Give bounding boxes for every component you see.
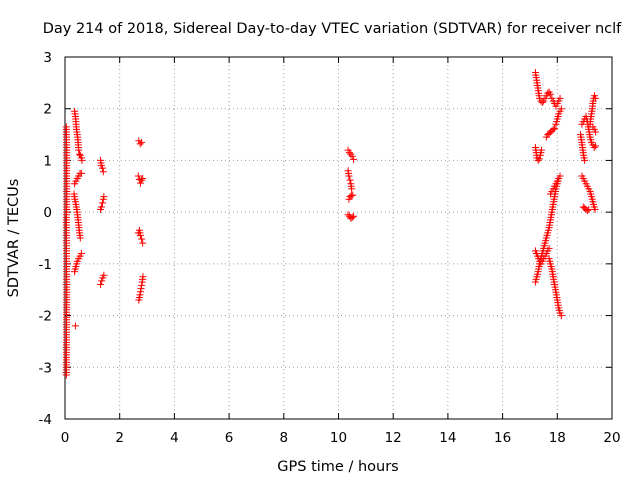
data-point (138, 138, 146, 146)
x-axis-label: GPS time / hours (277, 459, 398, 475)
data-point (537, 146, 545, 154)
data-point (100, 193, 108, 201)
data-point (583, 207, 591, 215)
data-point (538, 99, 546, 107)
data-point (98, 199, 106, 207)
data-point (97, 281, 105, 289)
data-point (97, 203, 105, 211)
y-tick-label: 1 (43, 153, 52, 169)
data-point (534, 156, 542, 164)
data-point (553, 177, 561, 185)
data-point (546, 90, 554, 98)
data-point (346, 176, 354, 184)
data-point (348, 213, 356, 221)
data-point (75, 150, 83, 158)
data-point (77, 250, 85, 258)
data-point (138, 235, 146, 243)
x-tick-label: 18 (549, 430, 566, 446)
data-point (585, 206, 593, 214)
data-point (556, 172, 564, 180)
data-point (71, 322, 79, 330)
data-point (592, 94, 600, 102)
data-point (592, 142, 600, 150)
y-tick-label: 3 (43, 50, 52, 66)
y-tick-label: 2 (43, 102, 52, 118)
x-axis: 0 2 4 6 8 10 12 14 16 18 20 (61, 57, 621, 446)
data-point (134, 172, 142, 180)
data-point (347, 192, 355, 200)
data-point (350, 155, 358, 163)
data-point (78, 156, 86, 164)
data-point (62, 371, 70, 379)
data-point (98, 164, 106, 172)
data-point (136, 231, 144, 239)
x-tick-label: 6 (225, 430, 234, 446)
x-tick-label: 2 (115, 430, 124, 446)
data-point (139, 239, 147, 247)
y-tick-label: -2 (39, 309, 52, 325)
data-point (535, 155, 543, 163)
data-point (76, 234, 84, 242)
grid-lines (65, 57, 612, 419)
data-point (556, 94, 564, 102)
data-point (348, 185, 356, 193)
data-point (345, 149, 353, 157)
x-tick-label: 12 (385, 430, 402, 446)
data-point (136, 179, 144, 187)
data-point (349, 191, 357, 199)
data-point (350, 212, 358, 220)
data-point (557, 105, 565, 113)
data-point (344, 211, 352, 219)
data-point (345, 172, 353, 180)
data-point (139, 175, 147, 183)
data-point (590, 144, 598, 151)
data-point (99, 168, 107, 176)
data-point (592, 128, 600, 136)
x-tick-label: 20 (603, 430, 620, 446)
x-tick-label: 14 (439, 430, 456, 446)
data-point (139, 273, 147, 281)
y-tick-label: -4 (39, 412, 52, 428)
data-point (348, 152, 356, 160)
data-point (551, 124, 559, 132)
data-point (138, 281, 146, 289)
data-point (77, 169, 85, 177)
x-tick-label: 16 (494, 430, 511, 446)
data-point (136, 291, 144, 299)
data-point (138, 176, 146, 184)
y-tick-label: -3 (39, 360, 52, 376)
y-axis-label: SDTVAR / TECUs (6, 179, 22, 298)
data-point (591, 206, 599, 214)
data-point (549, 125, 557, 133)
y-axis: -4 -3 -2 -1 0 1 2 3 (39, 50, 612, 428)
x-tick-label: 4 (170, 430, 179, 446)
data-point (75, 146, 83, 154)
y-tick-label: 0 (43, 205, 52, 221)
data-point (98, 277, 106, 285)
data-point (136, 140, 144, 148)
x-tick-label: 0 (61, 430, 70, 446)
data-point (137, 285, 145, 293)
x-tick-label: 8 (280, 430, 289, 446)
y-tick-label: -1 (39, 257, 52, 273)
data-point (557, 312, 565, 320)
data-point (136, 288, 144, 296)
data-point (100, 271, 108, 279)
x-tick-label: 10 (330, 430, 347, 446)
chart-title: Day 214 of 2018, Sidereal Day-to-day VTE… (43, 21, 622, 37)
data-point (581, 156, 589, 164)
data-points (62, 69, 600, 379)
